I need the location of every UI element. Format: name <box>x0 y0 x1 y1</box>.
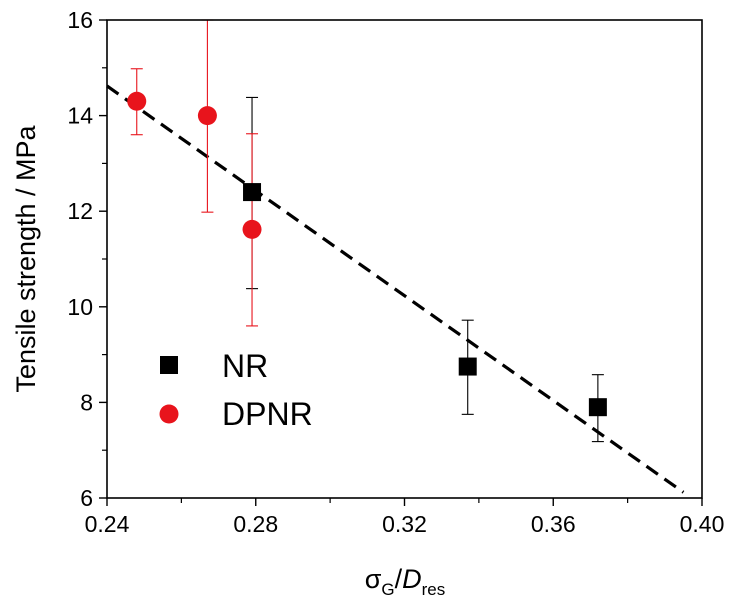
x-axis-ticks: 0.24 0.28 0.32 0.36 0.40 <box>85 498 725 537</box>
x-title-sub-g: G <box>381 580 394 599</box>
legend-marker-dpnr <box>159 404 179 424</box>
x-title-sigma: σ <box>365 564 382 594</box>
legend-label-nr: NR <box>222 348 268 384</box>
x-title-sub-res: res <box>422 580 446 599</box>
y-axis-title: Tensile strength / MPa <box>11 124 41 392</box>
y-tick-label: 8 <box>80 389 93 415</box>
legend-marker-nr <box>160 356 178 374</box>
legend-label-dpnr: DPNR <box>222 396 313 432</box>
x-title-d: D <box>402 564 422 594</box>
y-tick-label: 12 <box>67 198 93 224</box>
y-tick-label: 16 <box>67 7 93 33</box>
data-point-dpnr <box>242 219 262 239</box>
x-axis-title: σG/Dres <box>365 564 446 599</box>
data-point-nr <box>458 357 477 376</box>
series-layer <box>127 19 607 443</box>
data-point-dpnr <box>197 106 217 126</box>
plot-frame <box>106 19 703 499</box>
x-tick-label: 0.24 <box>85 511 130 537</box>
y-axis-ticks: 6 8 10 12 14 16 <box>67 7 107 511</box>
trendline-layer <box>106 84 685 494</box>
data-point-nr <box>588 398 607 417</box>
legend: NR DPNR <box>159 348 313 432</box>
y-tick-label: 14 <box>67 103 93 129</box>
x-tick-label: 0.28 <box>233 511 278 537</box>
data-point-dpnr <box>127 91 147 111</box>
x-tick-label: 0.36 <box>531 511 576 537</box>
y-tick-label: 6 <box>80 485 93 511</box>
x-tick-label: 0.40 <box>680 511 725 537</box>
x-title-slash: / <box>395 564 403 594</box>
trendline <box>106 84 685 494</box>
data-point-nr <box>243 183 262 202</box>
y-tick-label: 10 <box>67 294 93 320</box>
x-tick-label: 0.32 <box>382 511 427 537</box>
